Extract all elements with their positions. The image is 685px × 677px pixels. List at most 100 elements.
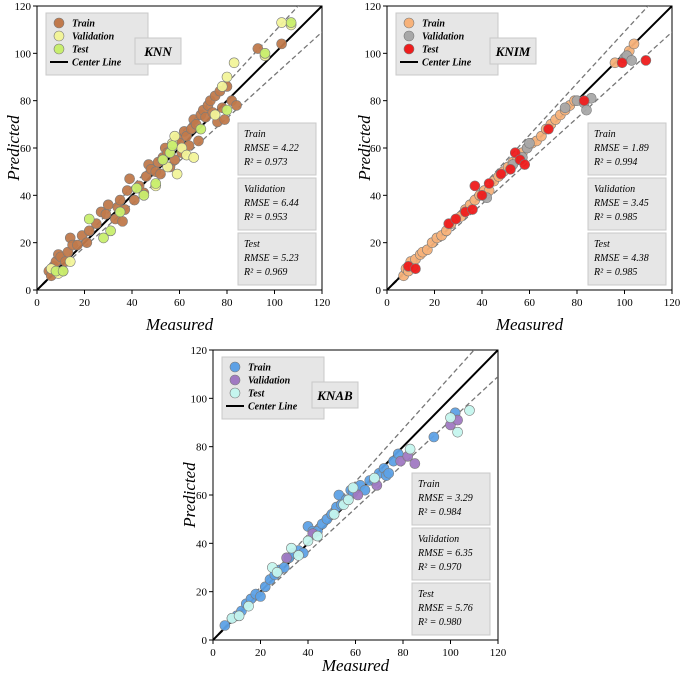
- stats-label: Train: [418, 479, 440, 490]
- y-tick-label: 120: [15, 1, 32, 13]
- data-point-train: [219, 620, 231, 631]
- x-tick-label: 40: [303, 647, 315, 659]
- legend-marker: [403, 43, 415, 55]
- y-axis-title: Predicted: [4, 115, 23, 182]
- stats-r2: R² = 0.980: [417, 617, 461, 628]
- stats-r2: R² = 0.985: [593, 212, 637, 223]
- data-point-test: [476, 190, 488, 201]
- y-tick-label: 120: [191, 345, 208, 357]
- y-axis-title: Predicted: [180, 462, 199, 529]
- legend-marker: [53, 43, 65, 55]
- y-tick-label: 100: [365, 48, 382, 60]
- data-point-test: [464, 405, 475, 416]
- stats-rmse: RMSE = 4.38: [593, 253, 649, 264]
- data-point-train: [276, 38, 287, 50]
- stats-label: Train: [244, 129, 266, 140]
- stats-box: [237, 122, 317, 176]
- y-tick-label: 100: [15, 48, 32, 60]
- data-point-test: [83, 213, 95, 225]
- stats-r2: R² = 0.969: [243, 267, 287, 278]
- series-test: [226, 405, 475, 624]
- legend-label: Validation: [72, 32, 115, 43]
- data-point-test: [243, 600, 254, 612]
- data-point-train: [129, 194, 140, 206]
- legend-label: Test: [248, 389, 266, 400]
- y-axis-title: Predicted: [355, 115, 374, 182]
- x-tick-label: 60: [350, 647, 362, 659]
- data-point-train: [193, 135, 204, 147]
- y-tick-label: 120: [365, 1, 382, 13]
- y-tick-label: 40: [196, 538, 208, 550]
- data-point-test: [271, 567, 283, 578]
- data-point-validation: [188, 152, 200, 163]
- legend-marker: [403, 17, 415, 29]
- x-tick-label: 100: [616, 297, 633, 309]
- legend-marker: [53, 30, 65, 42]
- data-point-validation: [64, 256, 76, 267]
- data-point-train: [255, 591, 266, 602]
- x-tick-label: 120: [314, 297, 331, 309]
- data-point-test: [312, 530, 323, 542]
- y-tick-label: 0: [26, 285, 32, 297]
- y-tick-label: 40: [20, 190, 32, 202]
- stats-r2: R² = 0.994: [593, 157, 637, 168]
- y-tick-label: 100: [191, 393, 208, 405]
- stats-rmse: RMSE = 5.76: [417, 603, 473, 614]
- x-tick-label: 0: [34, 297, 40, 309]
- stats-label: Validation: [244, 184, 285, 195]
- stats-label: Train: [594, 129, 616, 140]
- data-point-test: [369, 472, 380, 484]
- x-tick-label: 100: [442, 647, 459, 659]
- data-point-validation: [581, 104, 592, 116]
- y-tick-label: 20: [370, 238, 382, 250]
- x-tick-label: 100: [266, 297, 283, 309]
- data-point-test: [114, 206, 126, 218]
- x-tick-label: 120: [664, 297, 681, 309]
- data-point-validation: [524, 137, 535, 149]
- legend-label: Train: [248, 363, 271, 374]
- stats-rmse: RMSE = 1.89: [593, 143, 649, 154]
- model-box: [311, 381, 359, 409]
- data-point-test: [105, 225, 116, 237]
- data-point-test: [343, 494, 354, 506]
- stats-r2: R² = 0.970: [417, 562, 461, 573]
- data-point-test: [293, 550, 304, 561]
- data-point-train: [121, 185, 133, 196]
- stats-r2: R² = 0.984: [417, 507, 461, 518]
- y-tick-label: 0: [376, 285, 382, 297]
- data-point-train: [231, 100, 242, 111]
- legend-label: Validation: [248, 376, 291, 387]
- plot-area: [213, 350, 498, 640]
- legend-marker: [229, 387, 241, 399]
- data-point-validation: [409, 458, 421, 469]
- error-bound-line: [213, 350, 475, 640]
- stats-rmse: RMSE = 6.35: [417, 548, 473, 559]
- data-point-test: [98, 232, 109, 244]
- stats-box: [587, 232, 667, 286]
- legend-label: Validation: [422, 32, 465, 43]
- data-point-test: [167, 140, 178, 151]
- stats-label: Validation: [418, 534, 459, 545]
- data-point-test: [221, 104, 233, 116]
- x-tick-label: 60: [174, 297, 186, 309]
- data-point-train: [72, 239, 83, 251]
- data-point-train: [102, 199, 114, 211]
- x-tick-label: 20: [255, 647, 267, 659]
- y-tick-label: 60: [370, 143, 382, 155]
- data-point-train: [219, 114, 230, 125]
- y-tick-label: 0: [202, 635, 208, 647]
- x-tick-label: 0: [384, 297, 390, 309]
- legend-label: Center Line: [422, 58, 472, 69]
- x-axis-title: Measured: [145, 315, 214, 334]
- stats-r2: R² = 0.973: [243, 157, 287, 168]
- stats-box: [237, 232, 317, 286]
- data-point-test: [233, 610, 245, 622]
- data-point-test: [452, 426, 463, 438]
- data-point-test: [286, 542, 297, 554]
- stats-box: [411, 472, 491, 526]
- data-point-test: [195, 123, 207, 135]
- data-point-train: [83, 225, 95, 237]
- data-point-train: [383, 467, 395, 479]
- model-name: KNN: [143, 44, 172, 59]
